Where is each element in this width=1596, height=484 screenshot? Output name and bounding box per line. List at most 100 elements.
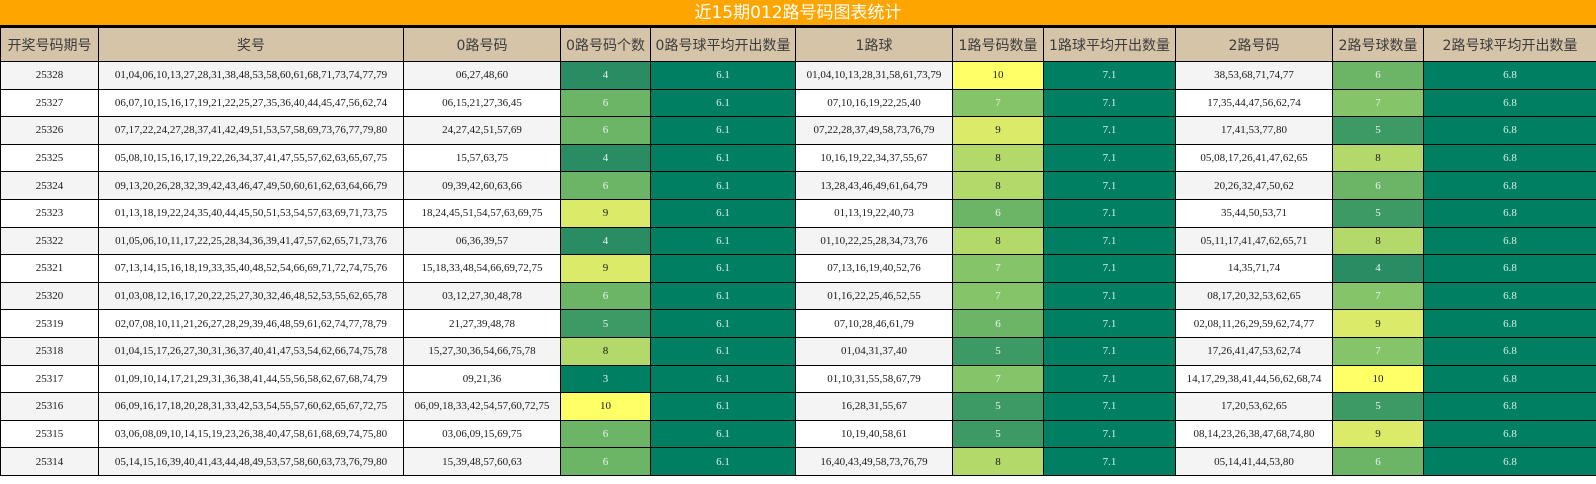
cell-route0-avg[interactable]: 6.1 [650, 309, 796, 338]
cell-route2-avg[interactable]: 6.8 [1423, 88, 1596, 118]
col-header-numbers[interactable]: 奖号 [98, 27, 404, 62]
cell-route1-numbers[interactable]: 07,10,28,46,61,79 [795, 309, 953, 338]
cell-route2-avg[interactable]: 6.8 [1423, 61, 1596, 90]
cell-route2-avg[interactable]: 6.8 [1423, 116, 1596, 145]
cell-route1-numbers[interactable]: 01,04,31,37,40 [795, 336, 953, 366]
cell-route0-count[interactable]: 4 [560, 226, 651, 256]
cell-route2-avg[interactable]: 6.8 [1423, 392, 1596, 421]
cell-winning-numbers[interactable]: 01,09,10,14,17,21,29,31,36,38,41,44,55,5… [98, 364, 404, 394]
col-header-route0-avg[interactable]: 0路号球平均开出数量 [650, 27, 796, 62]
cell-route2-numbers[interactable]: 08,17,20,32,53,62,65 [1175, 281, 1333, 311]
cell-route1-count[interactable]: 7 [952, 88, 1044, 118]
cell-route2-count[interactable]: 5 [1332, 116, 1424, 145]
cell-route2-avg[interactable]: 6.8 [1423, 226, 1596, 256]
cell-period[interactable]: 25328 [0, 61, 99, 90]
cell-winning-numbers[interactable]: 01,05,06,10,11,17,22,25,28,34,36,39,41,4… [98, 226, 404, 256]
cell-route2-numbers[interactable]: 02,08,11,26,29,59,62,74,77 [1175, 309, 1333, 338]
cell-winning-numbers[interactable]: 03,06,08,09,10,14,15,19,23,26,38,40,47,5… [98, 419, 404, 449]
cell-period[interactable]: 25325 [0, 143, 99, 173]
cell-route1-avg[interactable]: 7.1 [1043, 336, 1176, 366]
cell-route0-count[interactable]: 6 [560, 116, 651, 145]
cell-route1-count[interactable]: 9 [952, 116, 1044, 145]
cell-route0-avg[interactable]: 6.1 [650, 198, 796, 228]
cell-route1-avg[interactable]: 7.1 [1043, 447, 1176, 476]
cell-route2-avg[interactable]: 6.8 [1423, 364, 1596, 394]
cell-route2-count[interactable]: 10 [1332, 364, 1424, 394]
cell-period[interactable]: 25317 [0, 364, 99, 394]
cell-route2-count[interactable]: 7 [1332, 88, 1424, 118]
cell-route2-count[interactable]: 8 [1332, 226, 1424, 256]
cell-period[interactable]: 25326 [0, 116, 99, 145]
cell-route0-avg[interactable]: 6.1 [650, 392, 796, 421]
cell-route1-numbers[interactable]: 01,13,19,22,40,73 [795, 198, 953, 228]
cell-route1-numbers[interactable]: 01,10,31,55,58,67,79 [795, 364, 953, 394]
cell-winning-numbers[interactable]: 05,08,10,15,16,17,19,22,26,34,37,41,47,5… [98, 143, 404, 173]
cell-route0-avg[interactable]: 6.1 [650, 447, 796, 476]
cell-route1-count[interactable]: 5 [952, 336, 1044, 366]
cell-winning-numbers[interactable]: 01,13,18,19,22,24,35,40,44,45,50,51,53,5… [98, 198, 404, 228]
cell-route2-numbers[interactable]: 17,26,41,47,53,62,74 [1175, 336, 1333, 366]
cell-route0-avg[interactable]: 6.1 [650, 281, 796, 311]
cell-route0-numbers[interactable]: 06,15,21,27,36,45 [403, 88, 561, 118]
cell-route2-avg[interactable]: 6.8 [1423, 198, 1596, 228]
cell-route0-numbers[interactable]: 15,39,48,57,60,63 [403, 447, 561, 476]
cell-route2-avg[interactable]: 6.8 [1423, 171, 1596, 200]
cell-route1-numbers[interactable]: 10,16,19,22,34,37,55,67 [795, 143, 953, 173]
cell-route1-count[interactable]: 5 [952, 419, 1044, 449]
cell-route0-avg[interactable]: 6.1 [650, 61, 796, 90]
cell-route1-avg[interactable]: 7.1 [1043, 364, 1176, 394]
cell-winning-numbers[interactable]: 02,07,08,10,11,21,26,27,28,29,39,46,48,5… [98, 309, 404, 338]
cell-route0-numbers[interactable]: 09,39,42,60,63,66 [403, 171, 561, 200]
cell-route1-count[interactable]: 10 [952, 61, 1044, 90]
cell-route1-avg[interactable]: 7.1 [1043, 309, 1176, 338]
cell-route0-count[interactable]: 9 [560, 198, 651, 228]
cell-route0-count[interactable]: 4 [560, 61, 651, 90]
cell-route2-numbers[interactable]: 20,26,32,47,50,62 [1175, 171, 1333, 200]
cell-route0-avg[interactable]: 6.1 [650, 419, 796, 449]
cell-route2-count[interactable]: 6 [1332, 171, 1424, 200]
cell-route2-count[interactable]: 5 [1332, 198, 1424, 228]
cell-period[interactable]: 25316 [0, 392, 99, 421]
cell-route2-count[interactable]: 4 [1332, 254, 1424, 283]
cell-route2-avg[interactable]: 6.8 [1423, 254, 1596, 283]
cell-winning-numbers[interactable]: 06,09,16,17,18,20,28,31,33,42,53,54,55,5… [98, 392, 404, 421]
cell-route1-numbers[interactable]: 07,22,28,37,49,58,73,76,79 [795, 116, 953, 145]
cell-route1-avg[interactable]: 7.1 [1043, 392, 1176, 421]
cell-route2-numbers[interactable]: 14,35,71,74 [1175, 254, 1333, 283]
cell-route0-avg[interactable]: 6.1 [650, 336, 796, 366]
cell-route2-numbers[interactable]: 14,17,29,38,41,44,56,62,68,74 [1175, 364, 1333, 394]
cell-route0-numbers[interactable]: 21,27,39,48,78 [403, 309, 561, 338]
cell-period[interactable]: 25320 [0, 281, 99, 311]
cell-period[interactable]: 25323 [0, 198, 99, 228]
cell-route2-numbers[interactable]: 35,44,50,53,71 [1175, 198, 1333, 228]
cell-route0-numbers[interactable]: 06,36,39,57 [403, 226, 561, 256]
cell-route2-count[interactable]: 9 [1332, 309, 1424, 338]
cell-route0-avg[interactable]: 6.1 [650, 254, 796, 283]
cell-route1-count[interactable]: 5 [952, 392, 1044, 421]
cell-route2-avg[interactable]: 6.8 [1423, 336, 1596, 366]
cell-route0-numbers[interactable]: 06,09,18,33,42,54,57,60,72,75 [403, 392, 561, 421]
col-header-route0-count[interactable]: 0路号码个数 [560, 27, 651, 62]
cell-route1-avg[interactable]: 7.1 [1043, 61, 1176, 90]
cell-route2-numbers[interactable]: 05,11,17,41,47,62,65,71 [1175, 226, 1333, 256]
cell-route1-count[interactable]: 8 [952, 143, 1044, 173]
cell-route0-count[interactable]: 10 [560, 392, 651, 421]
cell-route1-numbers[interactable]: 07,10,16,19,22,25,40 [795, 88, 953, 118]
cell-route0-avg[interactable]: 6.1 [650, 116, 796, 145]
cell-route0-count[interactable]: 6 [560, 88, 651, 118]
cell-winning-numbers[interactable]: 07,13,14,15,16,18,19,33,35,40,48,52,54,6… [98, 254, 404, 283]
cell-route0-count[interactable]: 3 [560, 364, 651, 394]
cell-route1-count[interactable]: 8 [952, 171, 1044, 200]
cell-route0-numbers[interactable]: 03,12,27,30,48,78 [403, 281, 561, 311]
cell-route1-avg[interactable]: 7.1 [1043, 171, 1176, 200]
cell-route0-numbers[interactable]: 03,06,09,15,69,75 [403, 419, 561, 449]
cell-route0-numbers[interactable]: 06,27,48,60 [403, 61, 561, 90]
cell-route0-count[interactable]: 5 [560, 309, 651, 338]
cell-route1-numbers[interactable]: 01,04,10,13,28,31,58,61,73,79 [795, 61, 953, 90]
cell-route2-count[interactable]: 6 [1332, 61, 1424, 90]
cell-period[interactable]: 25322 [0, 226, 99, 256]
cell-route1-numbers[interactable]: 13,28,43,46,49,61,64,79 [795, 171, 953, 200]
cell-route0-avg[interactable]: 6.1 [650, 171, 796, 200]
cell-period[interactable]: 25319 [0, 309, 99, 338]
cell-route0-avg[interactable]: 6.1 [650, 88, 796, 118]
